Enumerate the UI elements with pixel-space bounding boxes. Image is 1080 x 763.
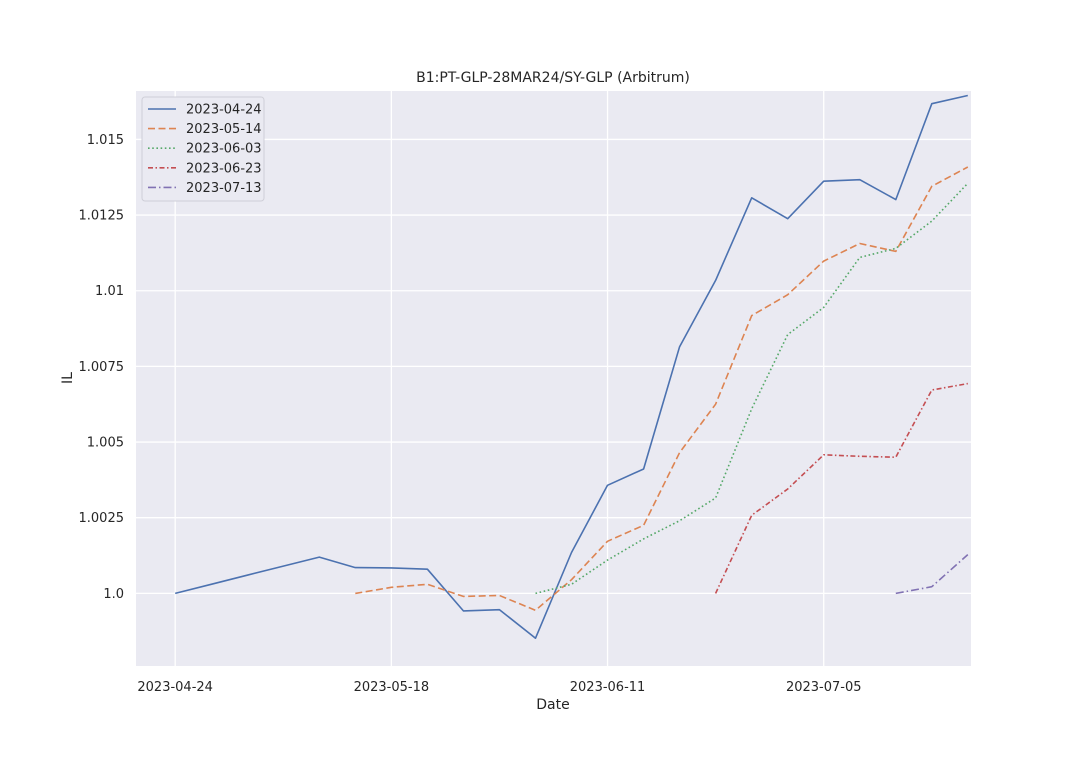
legend-label: 2023-05-14 xyxy=(186,122,262,137)
legend: 2023-04-24 2023-05-14 2023-06-03 2023-06-23… xyxy=(141,96,265,202)
y-tick-label: 1.015 xyxy=(87,133,124,148)
x-tick-label: 2023-05-18 xyxy=(354,680,430,695)
y-tick-label: 1.005 xyxy=(87,436,124,451)
plot-background xyxy=(136,91,971,666)
y-tick-label: 1.01 xyxy=(95,284,124,299)
y-tick-label: 1.0125 xyxy=(79,209,125,224)
ticks: 1.0 1.0025 1.005 1.0075 1.01 1.0125 1.015 2023-… xyxy=(79,133,862,695)
legend-label: 2023-04-24 xyxy=(186,103,262,118)
chart-title: B1:PT-GLP-28MAR24/SY-GLP (Arbitrum) xyxy=(416,70,690,86)
legend-label: 2023-07-13 xyxy=(186,181,262,196)
series-line-2023-05-14 xyxy=(355,166,969,612)
y-tick-label: 1.0025 xyxy=(79,511,125,526)
legend-label: 2023-06-03 xyxy=(186,142,262,157)
series-line-2023-07-13 xyxy=(895,554,969,595)
y-tick-label: 1.0075 xyxy=(79,360,125,375)
x-axis-label: Date xyxy=(536,697,569,713)
series-line-2023-04-24 xyxy=(175,94,968,640)
y-axis-label: IL xyxy=(60,372,76,384)
series-layer xyxy=(175,94,969,640)
x-tick-label: 2023-04-24 xyxy=(137,680,213,695)
legend-label: 2023-06-23 xyxy=(186,161,262,176)
legend-box xyxy=(141,96,265,202)
x-tick-label: 2023-07-05 xyxy=(786,680,862,695)
series-line-2023-06-23 xyxy=(714,382,968,594)
series-line-2023-06-03 xyxy=(535,182,969,595)
y-tick-label: 1.0 xyxy=(103,587,124,602)
x-tick-label: 2023-06-11 xyxy=(570,680,646,695)
